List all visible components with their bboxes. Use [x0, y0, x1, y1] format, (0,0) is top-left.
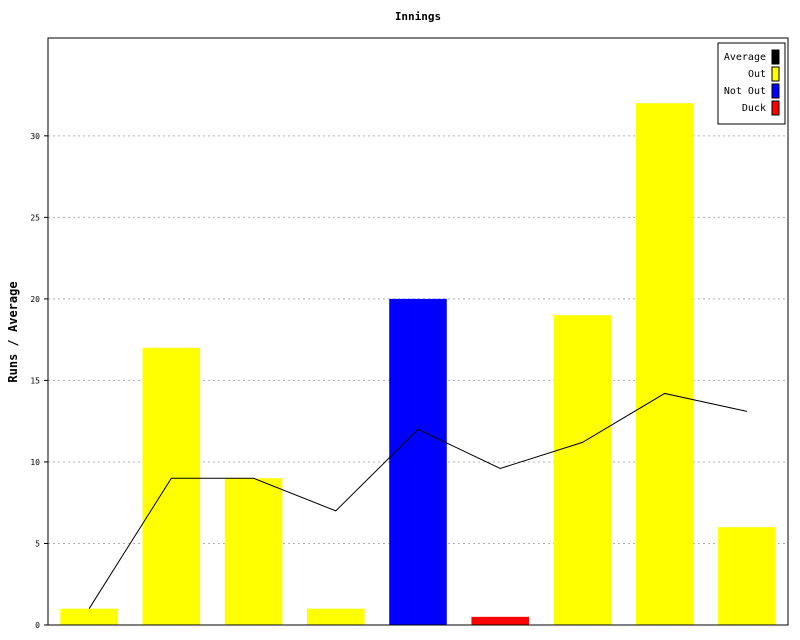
legend-swatch-duck — [771, 100, 780, 116]
bar-innings-2 — [142, 347, 201, 625]
y-tick-label: 5 — [35, 539, 40, 548]
bar-series — [60, 103, 776, 625]
bar-innings-6 — [471, 616, 529, 625]
bar-innings-7 — [553, 315, 612, 625]
legend-swatch-not-out — [771, 83, 780, 99]
legend-label-duck: Duck — [742, 103, 766, 114]
bar-innings-1 — [60, 608, 118, 625]
legend-swatch-average — [771, 49, 780, 65]
average-line-series — [88, 392, 747, 609]
y-tick-label: 0 — [35, 621, 40, 630]
legend-swatch-out — [771, 66, 780, 82]
bar-innings-5 — [389, 298, 447, 625]
chart-title: Innings — [395, 10, 441, 23]
y-tick-label: 10 — [30, 458, 40, 467]
bar-innings-9 — [718, 527, 776, 625]
y-tick-label: 30 — [30, 132, 40, 141]
y-tick-label: 20 — [30, 295, 40, 304]
legend-label-not-out: Not Out — [724, 86, 766, 97]
y-axis-label: Runs / Average — [6, 281, 20, 382]
y-tick-label: 25 — [30, 213, 40, 222]
bar-innings-3 — [224, 478, 283, 625]
bar-innings-8 — [635, 103, 694, 625]
legend-label-average: Average — [724, 52, 766, 63]
y-axis-ticks: 0 5 10 15 20 25 30 — [30, 132, 48, 630]
legend: Average Out Not Out Duck — [717, 42, 786, 125]
plot-frame — [47, 37, 789, 626]
average-line — [88, 392, 747, 609]
y-tick-label: 15 — [30, 376, 40, 385]
legend-label-out: Out — [748, 69, 766, 80]
bar-innings-4 — [307, 608, 365, 625]
